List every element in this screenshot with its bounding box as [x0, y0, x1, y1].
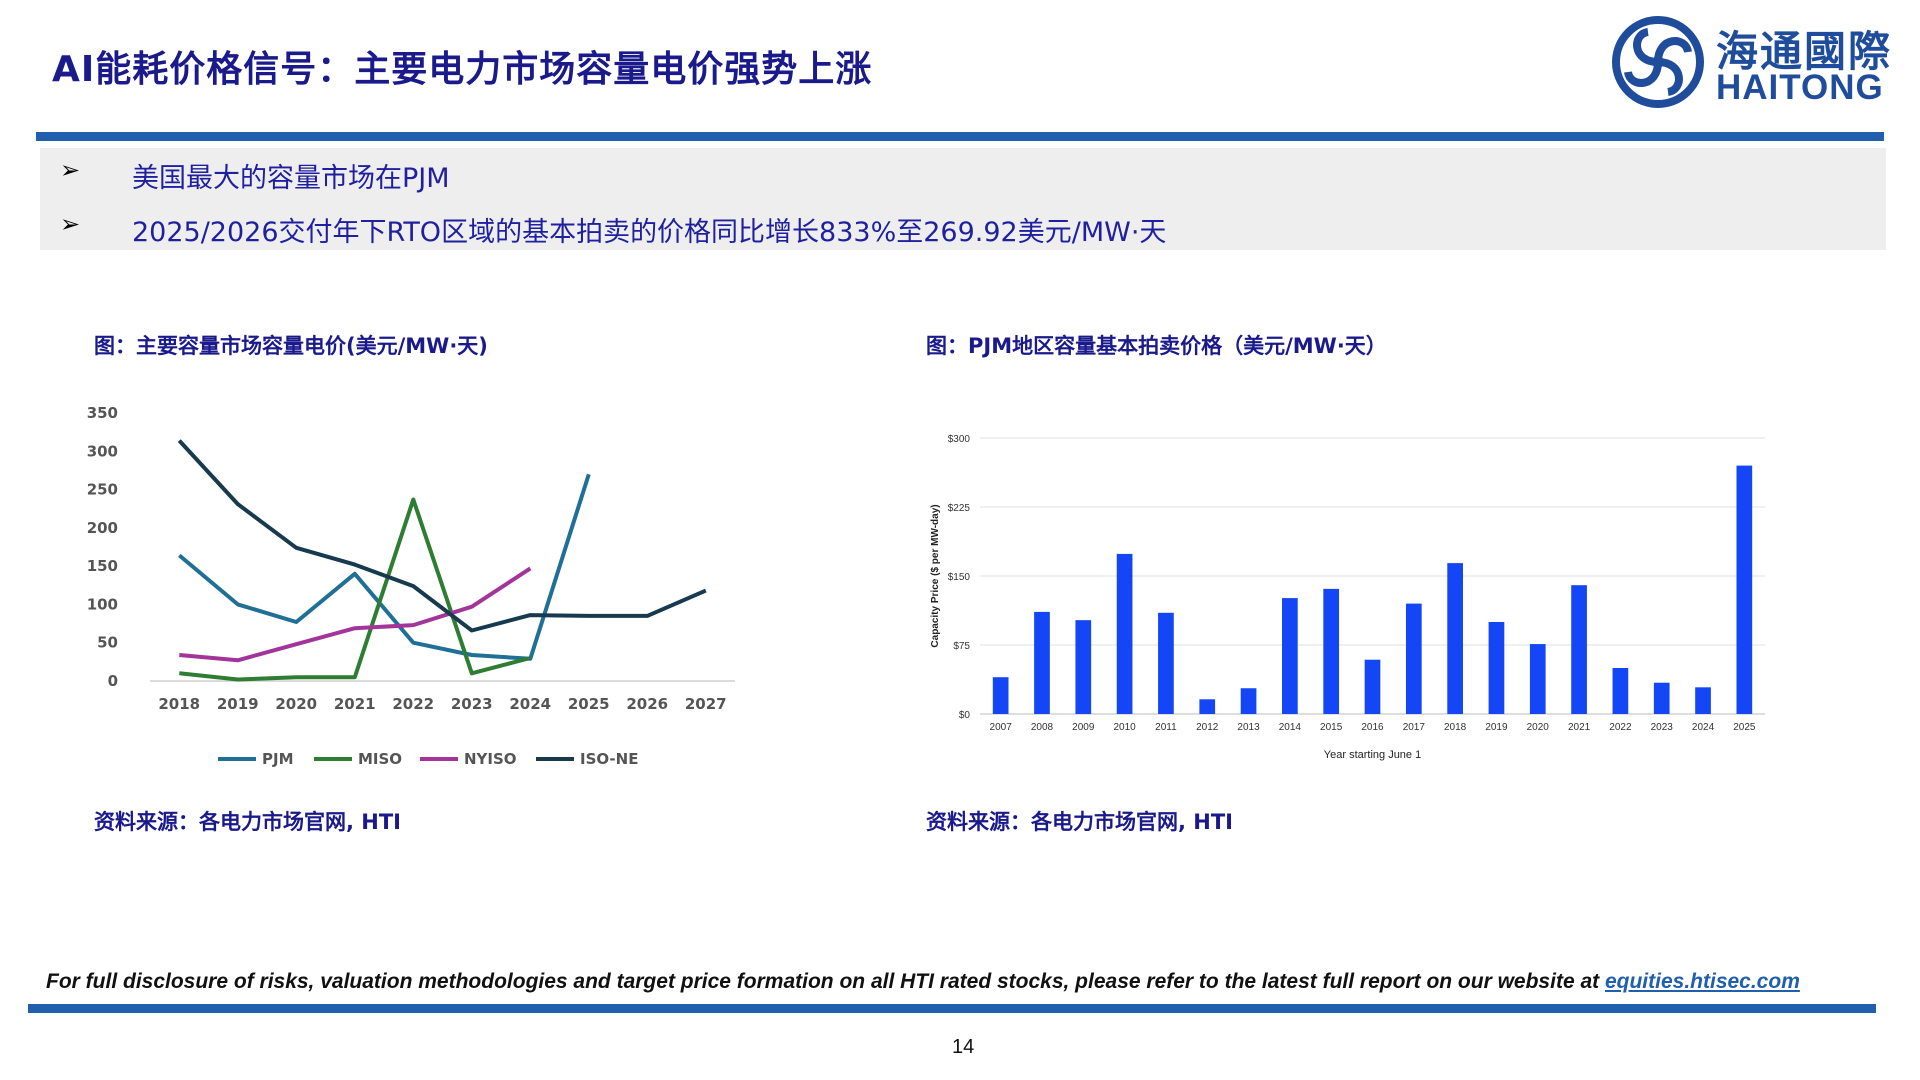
page-number: 14 — [952, 1036, 975, 1058]
bar-2011 — [1158, 612, 1174, 714]
x-tick-label: 2014 — [1279, 722, 1302, 733]
x-tick-label: 2023 — [1651, 722, 1674, 733]
capacity-price-line-chart: 0 50 100 150 200 250 300 350 2018 2019 2020 2021 202… — [87, 404, 735, 768]
bar-2019 — [1488, 622, 1505, 714]
bar-2018 — [1447, 563, 1463, 714]
y-tick-label: 150 — [87, 557, 118, 575]
right-figure-caption: 图：PJM地区容量基本拍卖价格（美元/MW·天） — [926, 334, 1387, 358]
x-tick-label: 2009 — [1072, 722, 1095, 733]
bar-2023 — [1653, 682, 1670, 714]
bar-2007 — [992, 677, 1009, 714]
series-line-nyiso — [179, 566, 532, 663]
bullet-panel: ➢ 美国最大的容量市场在PJM ➢ 2025/2026交付年下RTO区域的基本拍… — [40, 148, 1886, 250]
x-tick-label: 2024 — [1692, 722, 1715, 733]
bullet-text: 2025/2026交付年下RTO区域的基本拍卖的价格同比增长833%至269.9… — [132, 217, 1167, 248]
x-tick-label: 2008 — [1031, 722, 1054, 733]
bar-2012 — [1199, 699, 1216, 714]
bar-2010 — [1116, 553, 1133, 714]
bar-2009 — [1075, 620, 1092, 714]
x-tick-label: 2019 — [217, 695, 259, 713]
website-link[interactable]: equities.htisec.com — [1604, 970, 1800, 993]
right-figure-source: 资料来源：各电力市场官网, HTI — [926, 810, 1234, 834]
arrow-bullet-icon: ➢ — [60, 156, 81, 184]
y-tick-label: $150 — [948, 572, 971, 583]
x-tick-label: 2024 — [509, 695, 551, 713]
header-divider — [36, 132, 1884, 141]
series-line-pjm — [178, 473, 591, 661]
x-tick-label: 2015 — [1320, 722, 1343, 733]
legend-label: ISO-NE — [580, 750, 638, 768]
bar-2013 — [1240, 688, 1257, 714]
disclaimer: For full disclosure of risks, valuation … — [46, 970, 1906, 994]
logo-chinese-text: 海通國際 — [1716, 27, 1893, 76]
x-tick-label: 2021 — [334, 695, 376, 713]
x-tick-label: 2016 — [1361, 722, 1384, 733]
left-figure-caption: 图：主要容量市场容量电价(美元/MW·天) — [94, 334, 488, 358]
x-tick-label: 2020 — [1527, 722, 1550, 733]
x-tick-label: 2011 — [1155, 722, 1177, 733]
x-tick-label: 2026 — [626, 695, 668, 713]
y-tick-label: $300 — [948, 434, 971, 445]
x-tick-label: 2025 — [568, 695, 610, 713]
disclaimer-text: For full disclosure of risks, valuation … — [46, 970, 1605, 993]
bar-2020 — [1529, 644, 1546, 714]
y-tick-label: $75 — [953, 641, 970, 652]
y-tick-label: 250 — [87, 481, 118, 499]
x-tick-label: 2023 — [451, 695, 493, 713]
bullet-text: 美国最大的容量市场在PJM — [132, 163, 450, 194]
x-tick-label: 2019 — [1485, 722, 1508, 733]
x-tick-label: 2020 — [275, 695, 317, 713]
series-line-iso-ne — [177, 439, 707, 633]
x-tick-label: 2007 — [990, 722, 1013, 733]
y-tick-label: $225 — [948, 503, 971, 514]
logo-english-text: HAITONG — [1716, 68, 1884, 107]
x-tick-label: 2022 — [392, 695, 434, 713]
series-line-miso — [179, 497, 531, 682]
x-axis-title: Year starting June 1 — [1324, 749, 1421, 761]
bar-2022 — [1612, 668, 1629, 714]
y-tick-label: 50 — [97, 634, 118, 652]
x-tick-label: 2022 — [1609, 722, 1632, 733]
x-tick-label: 2021 — [1568, 722, 1591, 733]
y-tick-label: 100 — [87, 595, 118, 613]
left-figure-source: 资料来源：各电力市场官网, HTI — [94, 810, 402, 834]
bar-2024 — [1695, 687, 1711, 714]
y-axis-title: Capacity Price ($ per MW-day) — [930, 504, 941, 647]
bar-2008 — [1034, 611, 1050, 714]
bar-2021 — [1571, 585, 1587, 714]
legend-label: MISO — [358, 750, 402, 768]
legend-label: PJM — [262, 750, 294, 768]
x-tick-label: 2027 — [685, 695, 727, 713]
legend-label: NYISO — [464, 750, 517, 768]
bar-2014 — [1282, 598, 1298, 714]
x-tick-label: 2017 — [1403, 722, 1426, 733]
bar-2017 — [1405, 603, 1422, 714]
y-tick-label: 350 — [87, 404, 118, 422]
y-tick-label: 0 — [108, 672, 118, 690]
x-tick-label: 2012 — [1196, 722, 1219, 733]
bar-2025 — [1736, 465, 1753, 714]
arrow-bullet-icon: ➢ — [60, 210, 81, 238]
bar-2015 — [1323, 588, 1340, 714]
page-title: AI能耗价格信号：主要电力市场容量电价强势上涨 — [52, 49, 873, 90]
x-tick-label: 2010 — [1113, 722, 1136, 733]
y-tick-label: 200 — [87, 519, 118, 537]
x-tick-label: 2025 — [1733, 722, 1756, 733]
x-tick-label: 2013 — [1237, 722, 1260, 733]
bar-2016 — [1364, 659, 1381, 714]
pjm-auction-bar-chart: $0 $75 $150 $225 $300 2007 2008 2009 2010 2011 201… — [930, 434, 1765, 761]
haitong-logo-mark-icon — [1612, 16, 1704, 108]
footer-divider — [28, 1004, 1876, 1013]
y-tick-label: 300 — [87, 442, 118, 460]
haitong-logo: 海通國際 HAITONG — [1608, 12, 1898, 112]
x-tick-label: 2018 — [158, 695, 200, 713]
x-tick-label: 2018 — [1444, 722, 1467, 733]
y-tick-label: $0 — [959, 710, 971, 721]
